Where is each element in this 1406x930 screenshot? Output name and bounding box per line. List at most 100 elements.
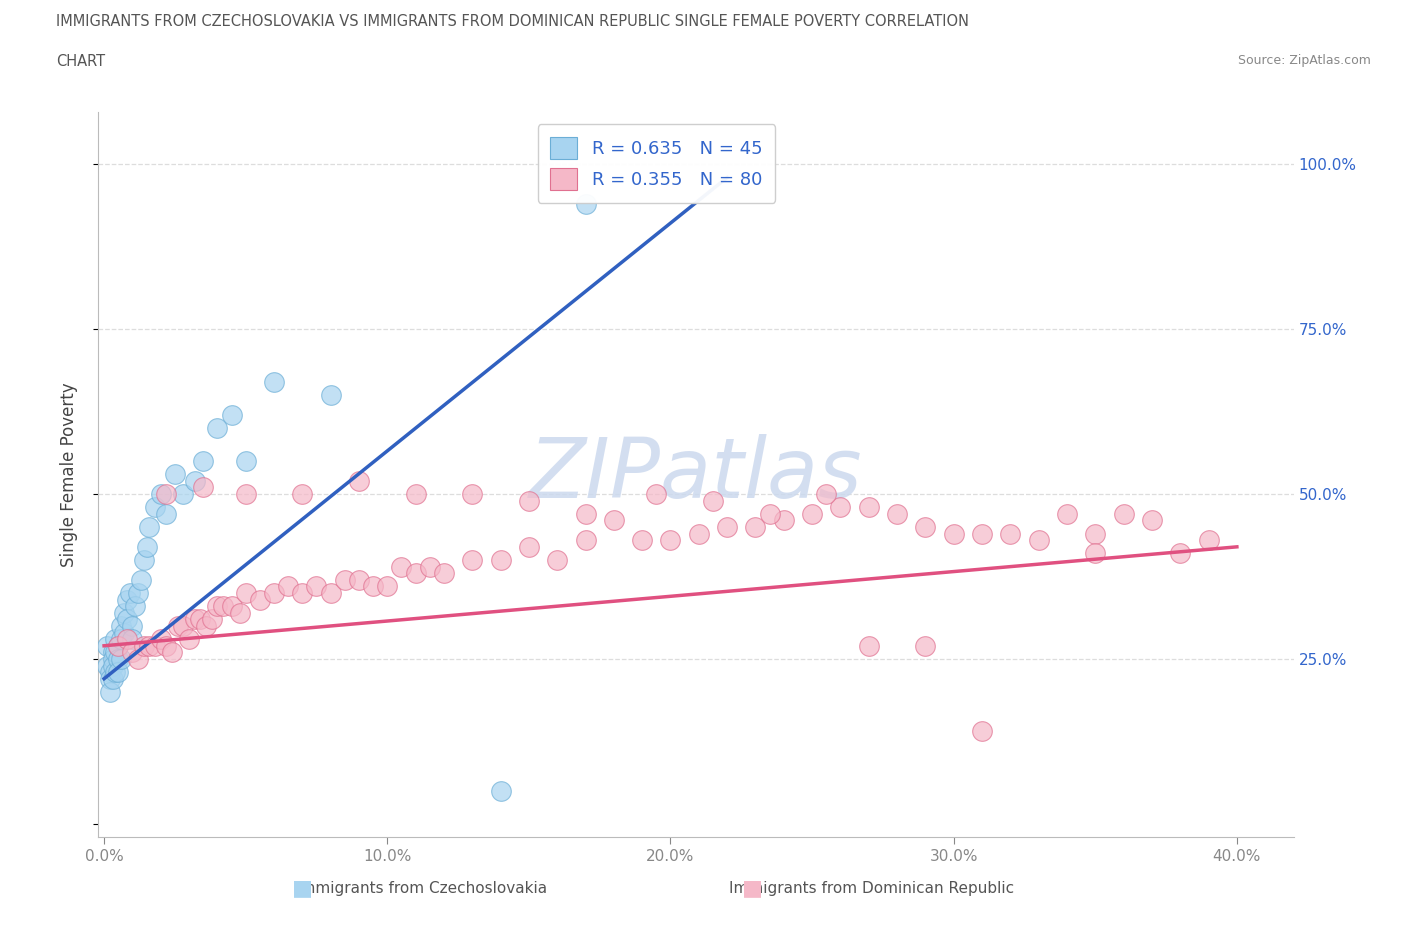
Point [163,467,186,482]
Point [193,454,215,469]
Point [235,486,257,501]
Point [115,612,138,627]
Point [347,473,370,488]
Point [190,612,212,627]
Point [645,486,668,501]
Point [688,526,710,541]
Point [101,644,124,659]
Point [1084,526,1107,541]
Point [815,486,838,501]
Point [1028,533,1050,548]
Point [107,638,129,653]
Point [319,586,342,601]
Point [124,599,146,614]
Point [193,480,215,495]
Point [132,638,155,653]
Point [319,388,342,403]
Point [772,513,794,528]
Point [305,579,328,594]
Point [132,552,155,567]
Point [489,783,512,798]
Point [375,579,398,594]
Point [970,526,993,541]
Point [546,552,568,567]
Point [149,631,172,646]
Point [461,552,484,567]
Point [104,631,127,646]
Point [98,665,121,680]
Point [1084,546,1107,561]
Point [229,605,252,620]
Point [277,579,299,594]
Point [107,652,129,667]
Point [107,638,129,653]
Point [249,592,271,607]
Point [112,605,135,620]
Point [391,559,413,574]
Point [1140,513,1163,528]
Point [98,684,121,699]
Point [138,520,160,535]
Point [914,520,936,535]
Point [291,586,314,601]
Point [104,644,127,659]
Point [744,520,766,535]
Point [195,618,218,633]
Point [155,507,177,522]
Point [1112,507,1135,522]
Point [177,631,200,646]
Point [160,644,183,659]
Text: Source: ZipAtlas.com: Source: ZipAtlas.com [1237,54,1371,67]
Point [172,486,194,501]
Point [98,671,121,686]
Point [155,638,177,653]
Point [101,652,124,667]
Point [129,572,152,587]
Point [801,507,824,522]
Point [207,420,229,435]
Text: Immigrants from Czechoslovakia: Immigrants from Czechoslovakia [297,881,547,896]
Point [135,539,157,554]
Point [970,724,993,739]
Point [517,493,540,508]
Point [183,612,205,627]
Point [143,638,166,653]
Point [405,486,427,501]
Point [110,652,132,667]
Point [942,526,965,541]
Point [461,486,484,501]
Point [155,486,177,501]
Point [263,375,285,390]
Point [361,579,384,594]
Point [433,565,456,580]
Text: CHART: CHART [56,54,105,69]
Point [183,473,205,488]
Point [127,652,149,667]
Text: IMMIGRANTS FROM CZECHOSLOVAKIA VS IMMIGRANTS FROM DOMINICAN REPUBLIC SINGLE FEMA: IMMIGRANTS FROM CZECHOSLOVAKIA VS IMMIGR… [56,14,969,29]
Point [858,499,880,514]
Text: Immigrants from Dominican Republic: Immigrants from Dominican Republic [730,881,1014,896]
Point [235,454,257,469]
Point [1198,533,1220,548]
Point [207,599,229,614]
Point [347,572,370,587]
Point [886,507,908,522]
Point [263,586,285,601]
Point [127,586,149,601]
Point [110,618,132,633]
Point [96,638,118,653]
Point [235,586,257,601]
Point [149,486,172,501]
Point [574,533,596,548]
Point [101,671,124,686]
Point [419,559,441,574]
Point [574,196,596,211]
Point [758,507,780,522]
Point [110,631,132,646]
Point [96,658,118,673]
Point [121,618,143,633]
Point [333,572,356,587]
Point [172,618,194,633]
Y-axis label: Single Female Poverty: Single Female Poverty [59,382,77,566]
Point [914,638,936,653]
